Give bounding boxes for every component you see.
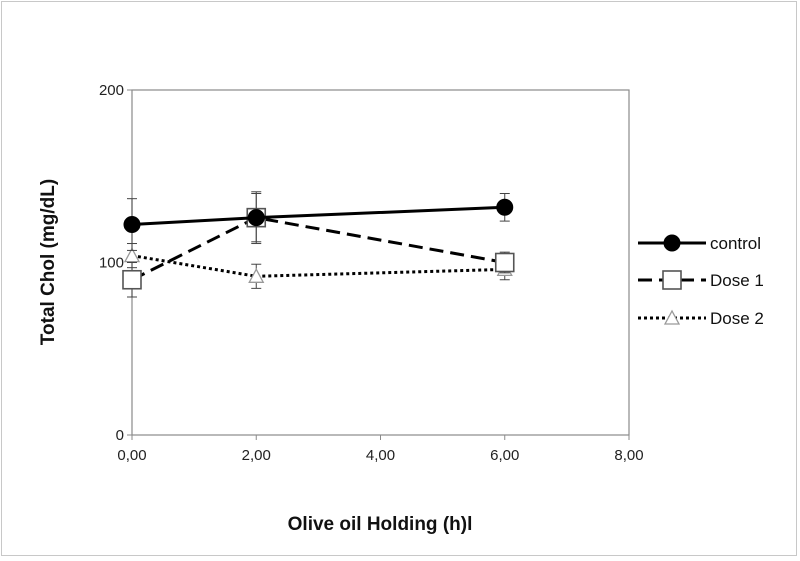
data-point <box>496 198 514 216</box>
legend-item-control: control <box>638 234 761 253</box>
y-tick-label: 200 <box>99 82 124 99</box>
x-tick-label: 6,00 <box>490 447 519 464</box>
legend-label: control <box>710 234 761 253</box>
y-tick-label: 0 <box>116 427 124 444</box>
x-axis-title: Olive oil Holding (h)l <box>288 514 473 535</box>
x-tick-label: 0,00 <box>117 447 146 464</box>
data-point <box>123 216 141 234</box>
series-line <box>131 205 505 227</box>
series-layer <box>122 191 515 298</box>
legend-item-dose-2: Dose 2 <box>638 309 764 328</box>
legend-marker <box>663 234 681 252</box>
series-dose-2 <box>123 243 513 289</box>
legend-label: Dose 1 <box>710 271 764 290</box>
y-tick-label: 100 <box>99 255 124 272</box>
data-point <box>248 267 265 283</box>
legend-item-dose-1: Dose 1 <box>638 270 764 290</box>
legend-marker <box>663 309 681 325</box>
series-line <box>131 254 505 278</box>
axis-ticks: 0,00 2,00 4,00 6,00 8,00 0 100 200 <box>99 82 644 464</box>
plot-area <box>131 89 630 436</box>
data-point <box>247 209 265 227</box>
legend: control Dose 1 Dose 2 <box>638 234 764 328</box>
legend-marker <box>662 270 682 290</box>
y-axis-title: Total Chol (mg/dL) <box>38 179 59 345</box>
data-point <box>494 252 515 273</box>
series-control <box>123 193 514 251</box>
data-point <box>122 269 142 290</box>
series-dose-1 <box>122 191 515 298</box>
x-tick-label: 2,00 <box>242 447 271 464</box>
x-tick-label: 4,00 <box>366 447 395 464</box>
x-tick-label: 8,00 <box>614 447 643 464</box>
legend-label: Dose 2 <box>710 309 764 328</box>
data-point <box>123 247 141 263</box>
